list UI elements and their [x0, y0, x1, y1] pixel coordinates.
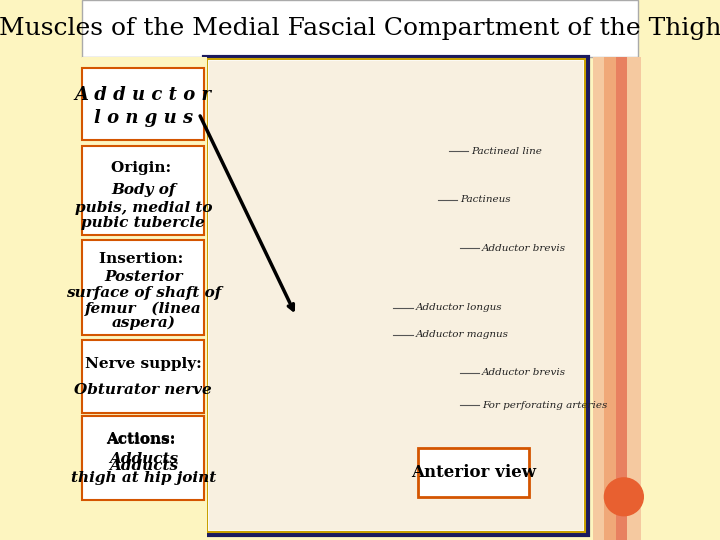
- Text: Adductor magnus: Adductor magnus: [415, 330, 508, 339]
- FancyBboxPatch shape: [82, 146, 204, 235]
- FancyBboxPatch shape: [82, 57, 207, 540]
- FancyBboxPatch shape: [82, 68, 204, 140]
- Text: Insertion:: Insertion:: [99, 252, 188, 266]
- FancyBboxPatch shape: [616, 57, 629, 540]
- Text: femur   (linea: femur (linea: [85, 301, 202, 316]
- Text: Actions:: Actions:: [106, 433, 181, 447]
- Text: Actions:: Actions:: [106, 433, 181, 447]
- FancyBboxPatch shape: [204, 57, 588, 535]
- Text: pubic tubercle: pubic tubercle: [81, 216, 205, 230]
- Text: Obturator nerve: Obturator nerve: [74, 383, 212, 397]
- Text: aspera): aspera): [112, 315, 176, 330]
- Circle shape: [604, 478, 643, 516]
- Text: l o n g u s: l o n g u s: [94, 109, 193, 126]
- Text: Origin:: Origin:: [111, 161, 176, 176]
- FancyBboxPatch shape: [418, 448, 529, 497]
- Text: Adductor brevis: Adductor brevis: [482, 244, 567, 253]
- FancyBboxPatch shape: [207, 59, 585, 532]
- FancyBboxPatch shape: [82, 340, 204, 413]
- FancyBboxPatch shape: [626, 57, 641, 540]
- Text: Anterior view: Anterior view: [411, 464, 536, 481]
- Text: Adductor longus: Adductor longus: [415, 303, 502, 312]
- FancyBboxPatch shape: [209, 61, 583, 530]
- Text: thigh at hip joint: thigh at hip joint: [71, 471, 216, 485]
- Text: Adductor brevis: Adductor brevis: [482, 368, 567, 377]
- FancyBboxPatch shape: [593, 57, 607, 540]
- Text: Nerve supply:: Nerve supply:: [85, 357, 202, 371]
- Text: Pactineus: Pactineus: [460, 195, 510, 204]
- Text: For perforating arteries: For perforating arteries: [482, 401, 608, 409]
- FancyBboxPatch shape: [82, 240, 204, 335]
- Text: pubis, medial to: pubis, medial to: [75, 200, 212, 214]
- FancyBboxPatch shape: [82, 416, 204, 500]
- FancyBboxPatch shape: [82, 416, 204, 489]
- Text: surface of shaft of: surface of shaft of: [66, 286, 221, 300]
- Text: A d d u c t o r: A d d u c t o r: [75, 86, 212, 104]
- Text: Adducts: Adducts: [109, 459, 178, 473]
- Text: Posterior: Posterior: [104, 269, 183, 284]
- Text: Adducts: Adducts: [109, 452, 178, 466]
- FancyBboxPatch shape: [82, 0, 638, 57]
- Text: Pactineal line: Pactineal line: [471, 147, 542, 156]
- FancyBboxPatch shape: [604, 57, 618, 540]
- Text: Body of: Body of: [111, 184, 176, 197]
- Text: Muscles of the Medial Fascial Compartment of the Thigh: Muscles of the Medial Fascial Compartmen…: [0, 17, 720, 39]
